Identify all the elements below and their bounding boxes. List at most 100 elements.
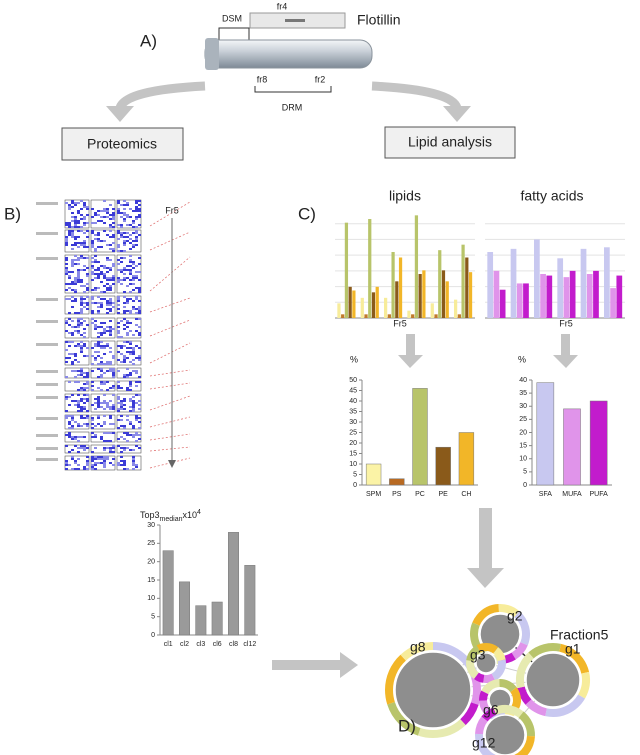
heatmap-cell (97, 387, 100, 389)
heatmap-cell (91, 456, 94, 458)
heatmap-cell (83, 206, 86, 208)
heatmap-cell (129, 361, 132, 363)
heatmap-cell (135, 230, 138, 232)
heatmap-cell (123, 357, 126, 359)
heatmap-cell (126, 347, 129, 349)
heatmap-cell (97, 398, 100, 400)
heatmap-cell (86, 447, 89, 449)
heatmap-cell (123, 244, 126, 246)
heatmap-cell (80, 300, 83, 302)
x-tick-label: PUFA (590, 491, 609, 498)
heatmap-cell (138, 263, 141, 265)
heatmap-cell (129, 434, 132, 436)
heatmap-cell (109, 406, 112, 408)
x-tick-label: PS (392, 491, 402, 498)
heatmap-cell (91, 464, 94, 466)
heatmap-cell (126, 447, 129, 449)
heatmap-cell (71, 263, 74, 265)
heatmap-cell (120, 451, 123, 453)
heatmap-cell (97, 423, 100, 425)
heatmap-cell (132, 402, 135, 404)
heatmap-cell (132, 404, 135, 406)
heatmap-cell (103, 210, 106, 212)
heatmap-cell (112, 423, 115, 425)
heatmap-cell (123, 438, 126, 440)
heatmap-cell (120, 269, 123, 271)
heatmap-cell (83, 468, 86, 470)
heatmap-cell (68, 427, 71, 429)
heatmap-cell (112, 263, 115, 265)
heatmap-cell (112, 408, 115, 410)
heatmap-cell (77, 257, 80, 259)
dsm-label: DSM (222, 13, 242, 23)
heatmap-cell (65, 349, 68, 351)
heatmap-cell (126, 387, 129, 389)
heatmap-cell (135, 287, 138, 289)
heatmap-cell (129, 383, 132, 385)
heatmap-cell (138, 359, 141, 361)
heatmap-cell (126, 240, 129, 242)
heatmap-cell (97, 406, 100, 408)
cluster-label (36, 370, 58, 373)
cluster-label (36, 383, 58, 386)
y-tick-label: 0 (523, 482, 527, 489)
y-tick-label: 20 (349, 440, 357, 447)
cluster-label (36, 417, 58, 420)
heatmap-cell (135, 381, 138, 383)
heatmap-cell (120, 361, 123, 363)
heatmap-cell (68, 396, 71, 398)
heatmap-cell (100, 271, 103, 273)
heatmap-cell (86, 302, 89, 304)
heatmap-cell (65, 238, 68, 240)
heatmap-cell (91, 417, 94, 419)
heatmap-cell (132, 232, 135, 234)
heatmap-cell (117, 224, 120, 226)
heatmap-cell (103, 216, 106, 218)
heatmap-cell (138, 421, 141, 423)
heatmap-cell (65, 330, 68, 332)
heatmap-cell (83, 343, 86, 345)
bracket (218, 27, 250, 42)
fraction-label: Fr5 (559, 318, 573, 328)
heatmap-cell (109, 432, 112, 434)
heatmap-cell (120, 436, 123, 438)
heatmap-cell (91, 273, 94, 275)
fraction-label: Fr5 (165, 205, 179, 215)
heatmap-cell (65, 460, 68, 462)
bar (434, 314, 438, 318)
heatmap-cell (112, 445, 115, 447)
heatmap-cell (94, 447, 97, 449)
heatmap-cell (74, 462, 77, 464)
heatmap-cell (123, 220, 126, 222)
heatmap-cell (135, 345, 138, 347)
heatmap-cell (123, 279, 126, 281)
heatmap-cell (117, 387, 120, 389)
heatmap-cell (97, 351, 100, 353)
heatmap-cell (135, 208, 138, 210)
heatmap-cell (123, 267, 126, 269)
heatmap-cell (94, 425, 97, 427)
heatmap-cell (97, 345, 100, 347)
bar (384, 297, 388, 318)
heatmap-cell (117, 438, 120, 440)
heatmap-cell (94, 277, 97, 279)
heatmap-cell (106, 300, 109, 302)
heatmap-cell (138, 208, 141, 210)
bar (412, 388, 428, 486)
y-tick-label: 15 (349, 450, 357, 457)
heatmap-cell (112, 387, 115, 389)
heatmap-cell (74, 216, 77, 218)
heatmap-cell (91, 216, 94, 218)
heatmap-cell (71, 370, 74, 372)
heatmap-cell (103, 462, 106, 464)
heatmap-cell (112, 242, 115, 244)
heatmap-cell (117, 385, 120, 387)
heatmap-cell (68, 415, 71, 417)
heatmap-cell (74, 400, 77, 402)
heatmap-cell (71, 202, 74, 204)
heatmap-cell (132, 408, 135, 410)
heatmap-cell (83, 332, 86, 334)
heatmap-cell (120, 353, 123, 355)
heatmap-cell (138, 287, 141, 289)
heatmap-cell (94, 248, 97, 250)
